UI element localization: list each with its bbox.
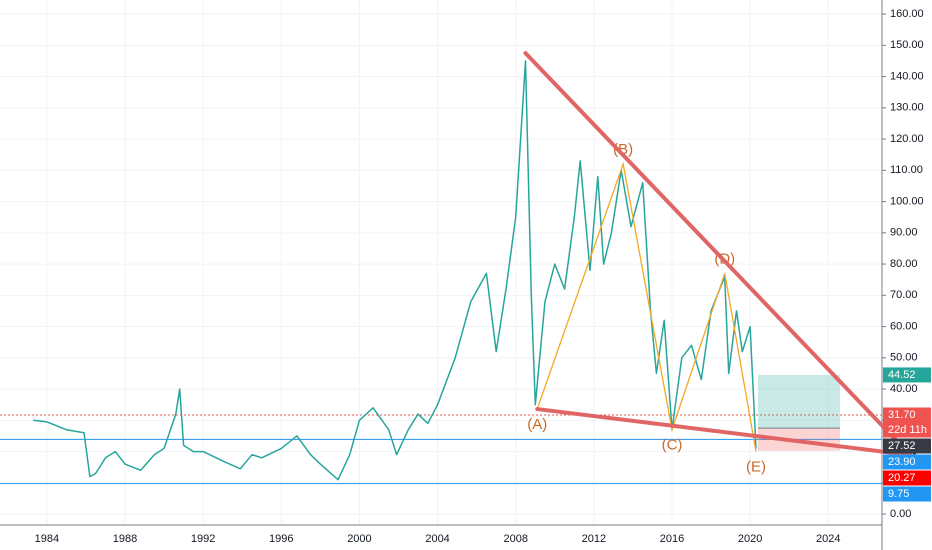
y-tick-label: 130.00 <box>890 102 924 114</box>
y-tick-label: 0.00 <box>890 508 911 520</box>
x-tick-label: 2008 <box>503 533 527 545</box>
y-tick-label: 100.00 <box>890 195 924 207</box>
price-tag-label: 27.52 <box>888 440 916 452</box>
x-tick-label: 2004 <box>425 533 449 545</box>
y-tick-label: 40.00 <box>890 383 918 395</box>
y-tick-label: 110.00 <box>890 164 923 176</box>
wave-label: (C) <box>662 437 683 454</box>
wave-label: (A) <box>527 416 547 433</box>
x-tick-label: 2020 <box>738 533 762 545</box>
x-tick-label: 1996 <box>269 533 293 545</box>
price-tag-label: 23.90 <box>888 456 916 468</box>
price-tag-label: 44.52 <box>888 369 916 381</box>
price-tag-label: 31.70 <box>888 409 916 421</box>
x-tick-label: 1988 <box>113 533 137 545</box>
price-tag <box>883 486 931 502</box>
x-tick-label: 1992 <box>191 533 215 545</box>
price-tag-label: 20.27 <box>888 472 916 484</box>
y-tick-label: 70.00 <box>890 289 918 301</box>
x-tick-label: 2000 <box>347 533 371 545</box>
y-tick-label: 60.00 <box>890 320 918 332</box>
y-tick-label: 150.00 <box>890 39 924 51</box>
price-tag-label: 22d 11h <box>888 424 927 436</box>
x-tick-label: 2016 <box>660 533 684 545</box>
y-tick-label: 90.00 <box>890 227 918 239</box>
price-tag <box>883 470 931 486</box>
price-tag-label: 9.75 <box>888 488 909 500</box>
price-tag <box>883 454 931 470</box>
x-tick-label: 2012 <box>582 533 606 545</box>
price-tag <box>883 422 931 438</box>
wave-label: (E) <box>746 459 766 476</box>
wave-label: (B) <box>613 141 633 158</box>
price-line <box>33 60 757 481</box>
profit-zone <box>757 374 840 429</box>
wave-line <box>536 161 757 452</box>
price-tag <box>883 407 931 423</box>
x-tick-label: 2024 <box>816 533 840 545</box>
y-tick-label: 120.00 <box>890 133 924 145</box>
trendline <box>523 51 913 457</box>
y-tick-label: 50.00 <box>890 352 918 364</box>
trendline <box>535 407 913 457</box>
y-tick-label: 80.00 <box>890 258 918 270</box>
y-tick-label: 160.00 <box>890 8 924 20</box>
y-tick-label: 140.00 <box>890 70 924 82</box>
price-tag <box>883 438 931 454</box>
x-tick-label: 1984 <box>35 533 59 545</box>
price-tag <box>883 367 931 383</box>
